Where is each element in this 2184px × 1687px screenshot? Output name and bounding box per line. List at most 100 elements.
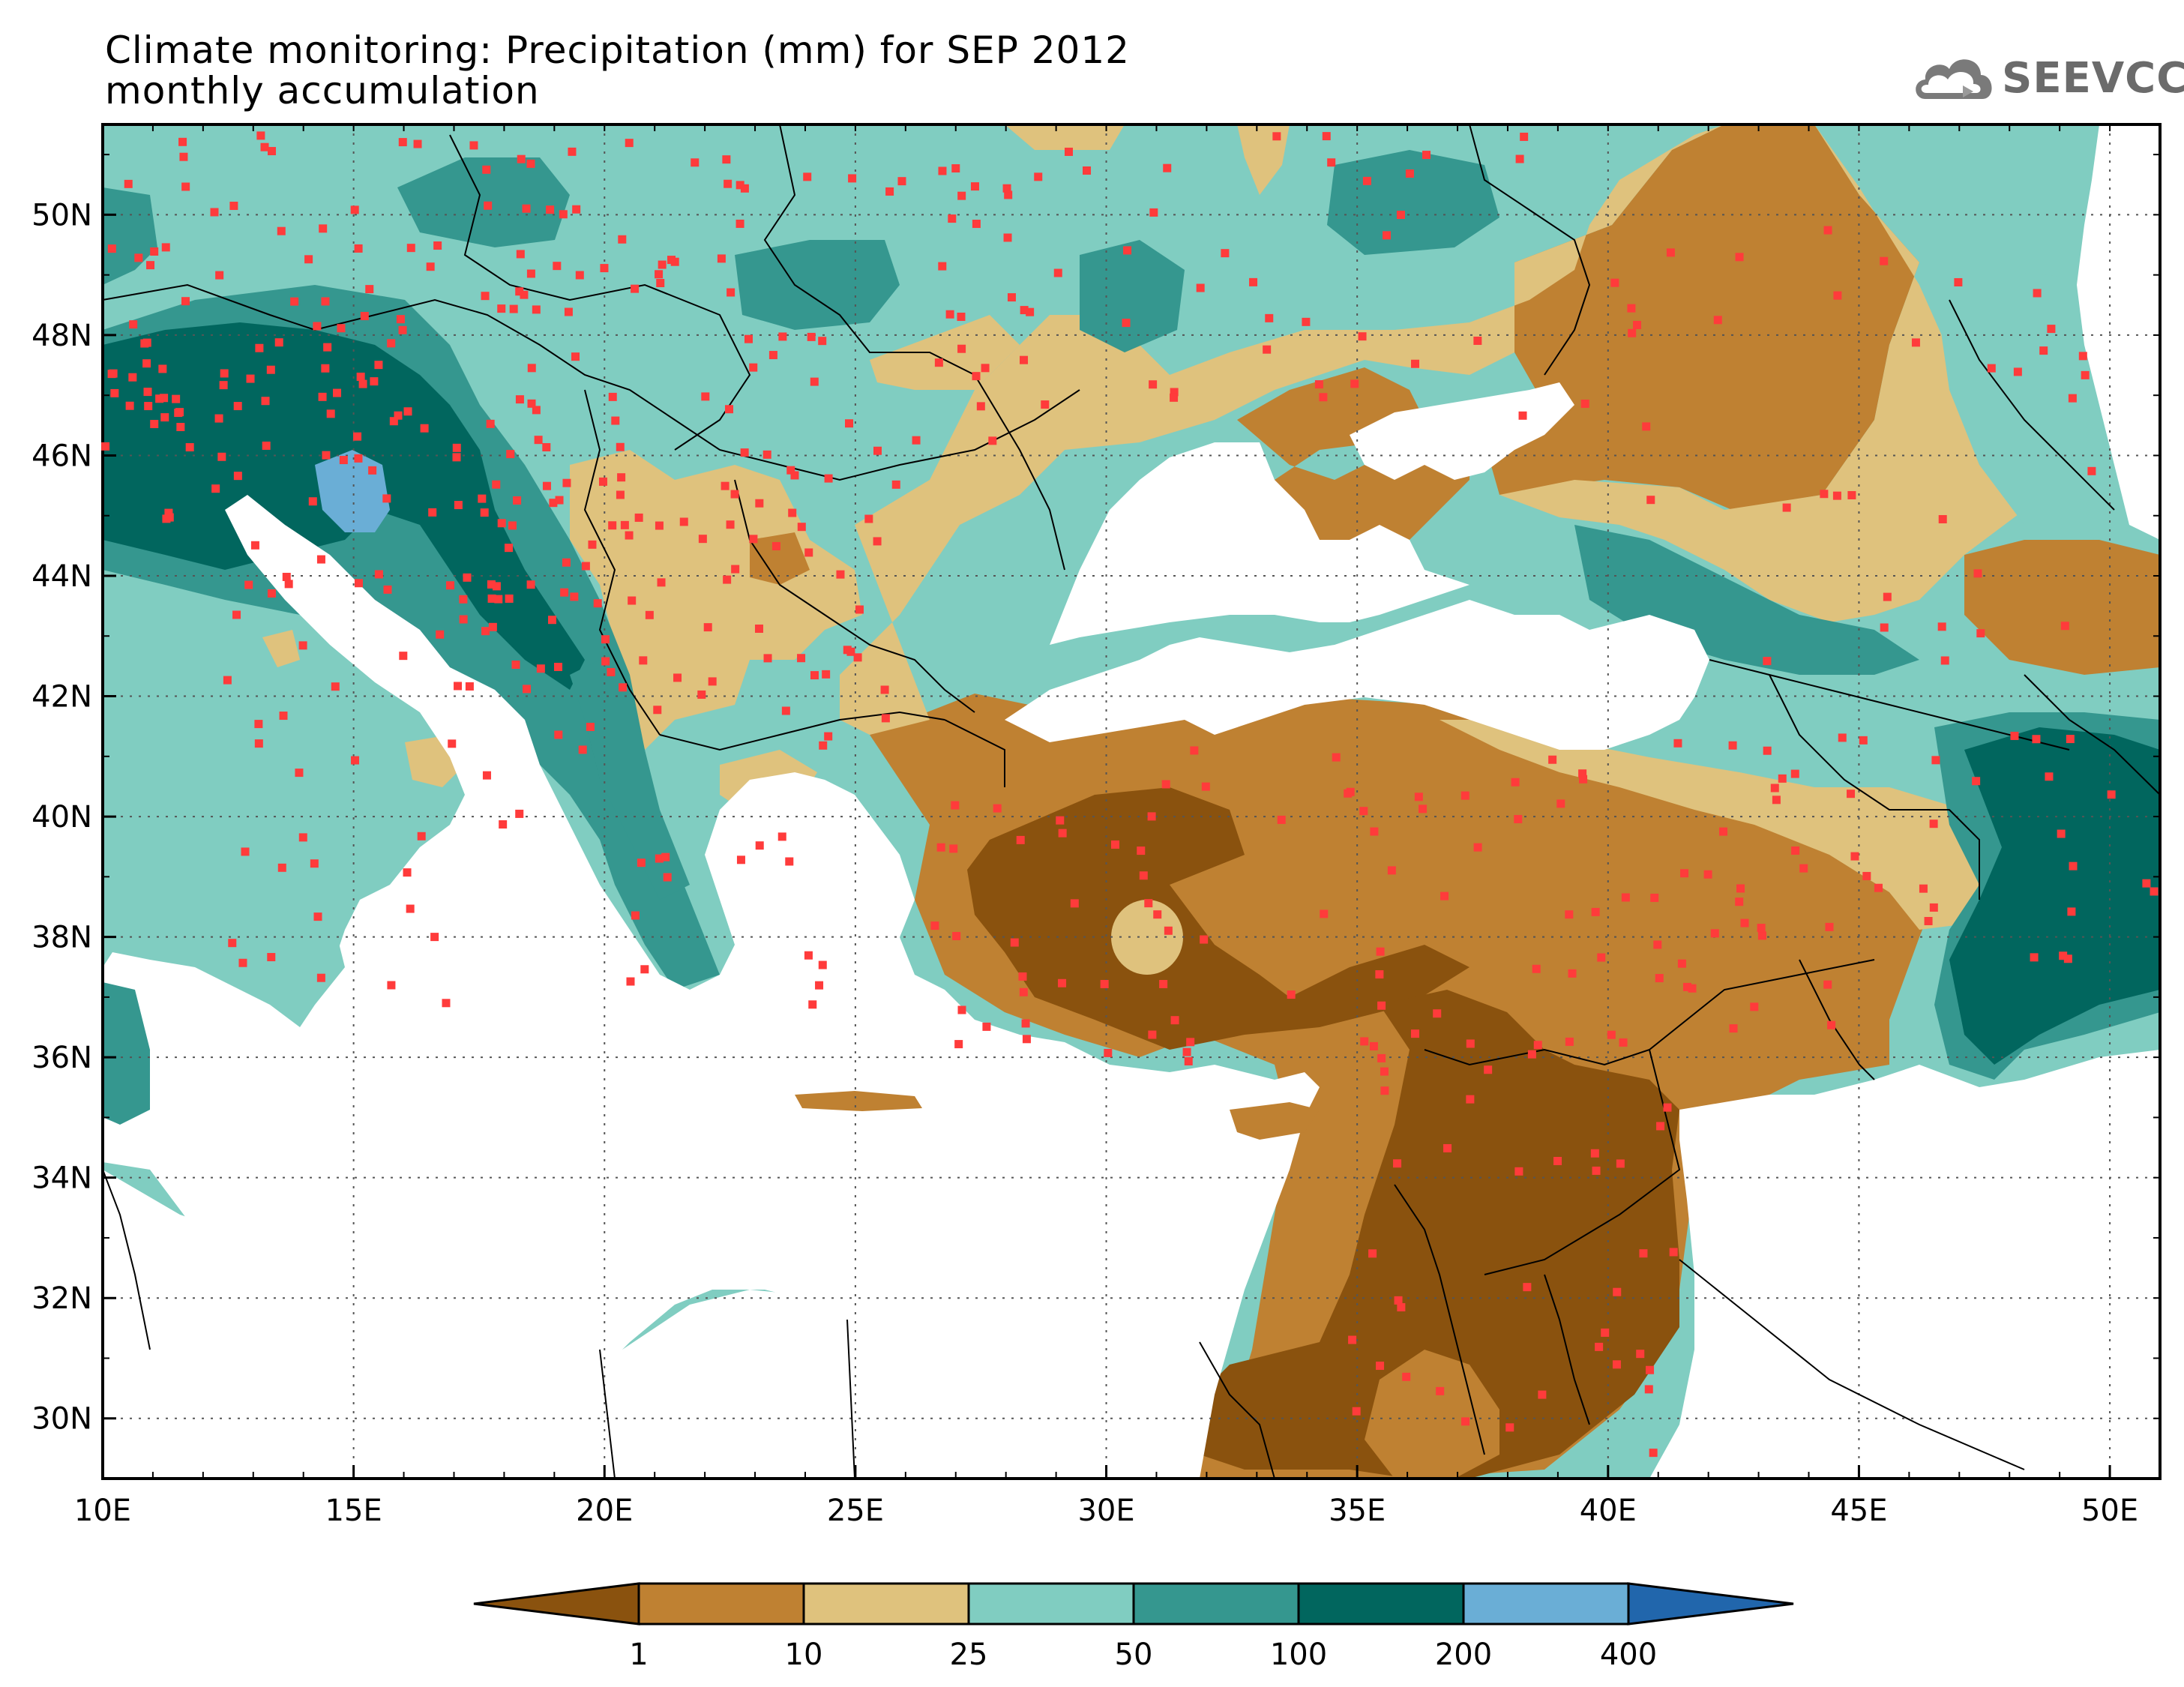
- station-marker: [164, 508, 173, 517]
- station-marker: [548, 616, 557, 625]
- station-marker: [824, 732, 833, 741]
- station-marker: [1616, 1159, 1625, 1168]
- station-marker: [246, 374, 255, 383]
- station-marker: [129, 320, 138, 329]
- station-marker: [326, 409, 335, 418]
- station-marker: [134, 253, 143, 262]
- station-marker: [2013, 367, 2022, 376]
- station-marker: [181, 297, 190, 306]
- station-marker: [655, 854, 664, 863]
- station-marker: [1688, 984, 1697, 993]
- station-marker: [318, 392, 327, 401]
- station-marker: [949, 844, 958, 853]
- station-marker: [1666, 248, 1675, 257]
- station-marker: [354, 579, 363, 588]
- station-marker: [298, 641, 307, 650]
- station-marker: [1827, 1020, 1836, 1029]
- station-marker: [403, 868, 412, 877]
- station-marker: [125, 401, 134, 410]
- station-marker: [653, 706, 662, 715]
- y-tick-label: 34N: [31, 1161, 92, 1196]
- station-marker: [559, 210, 568, 219]
- station-marker: [655, 521, 664, 530]
- station-marker: [1053, 268, 1062, 277]
- station-marker: [1352, 1407, 1361, 1416]
- station-marker: [661, 852, 670, 861]
- station-markers: [101, 131, 2159, 1458]
- station-marker: [1580, 399, 1589, 408]
- station-marker: [219, 381, 228, 390]
- station-marker: [1380, 1067, 1389, 1076]
- station-marker: [1122, 319, 1131, 328]
- colorbar-extend-low: [473, 1582, 640, 1626]
- station-marker: [755, 841, 764, 850]
- station-marker: [262, 441, 271, 450]
- station-marker: [708, 677, 717, 686]
- station-marker: [951, 164, 960, 173]
- station-marker: [1100, 979, 1109, 988]
- station-marker: [1263, 345, 1272, 354]
- station-marker: [260, 142, 269, 151]
- station-marker: [481, 627, 490, 636]
- station-marker: [1740, 918, 1749, 927]
- station-marker: [570, 592, 579, 601]
- plot-frame: [101, 123, 2162, 1480]
- station-marker: [1937, 622, 1946, 631]
- station-marker: [1020, 306, 1029, 315]
- station-marker: [465, 682, 474, 691]
- x-tick-label: 15E: [325, 1494, 382, 1528]
- x-tick-label: 35E: [1329, 1494, 1386, 1528]
- map-subtitle: monthly accumulation: [105, 69, 540, 112]
- station-marker: [413, 139, 422, 148]
- station-marker: [255, 343, 264, 352]
- station-marker: [101, 442, 110, 451]
- station-marker: [637, 858, 646, 867]
- station-marker: [1110, 840, 1119, 849]
- station-marker: [321, 364, 330, 373]
- station-marker: [663, 873, 672, 882]
- station-marker: [1041, 400, 1050, 409]
- station-marker: [1144, 899, 1153, 908]
- station-marker: [725, 405, 734, 414]
- station-marker: [492, 582, 501, 591]
- station-marker: [1460, 791, 1469, 800]
- station-marker: [1440, 891, 1449, 900]
- station-marker: [1682, 982, 1691, 991]
- station-marker: [740, 448, 749, 457]
- station-marker: [619, 683, 628, 692]
- seevccc-logo: SEEVCCC: [1910, 43, 2184, 111]
- station-marker: [2057, 829, 2066, 838]
- station-marker: [360, 312, 369, 321]
- station-marker: [723, 575, 732, 584]
- station-marker: [881, 714, 890, 723]
- station-marker: [790, 471, 799, 480]
- station-marker: [399, 652, 408, 661]
- station-marker: [625, 139, 634, 148]
- station-marker: [808, 1000, 817, 1009]
- station-marker: [554, 730, 563, 739]
- station-marker: [387, 981, 396, 990]
- station-marker: [822, 670, 831, 679]
- station-marker: [517, 154, 526, 163]
- station-marker: [215, 271, 224, 280]
- station-marker: [655, 270, 664, 279]
- station-marker: [165, 513, 174, 522]
- station-marker: [608, 521, 617, 530]
- station-marker: [628, 596, 637, 605]
- station-marker: [160, 413, 169, 422]
- station-marker: [578, 745, 587, 754]
- station-marker: [365, 285, 374, 294]
- station-marker: [1397, 1303, 1406, 1312]
- station-marker: [1799, 864, 1808, 873]
- station-marker: [634, 513, 643, 522]
- station-marker: [626, 977, 635, 986]
- station-marker: [1729, 1024, 1738, 1033]
- station-marker: [279, 712, 288, 721]
- station-marker: [2045, 772, 2054, 781]
- station-marker: [1621, 893, 1630, 902]
- station-marker: [1422, 151, 1431, 160]
- station-marker: [1520, 132, 1529, 141]
- station-marker: [1344, 789, 1353, 798]
- y-tick-label: 40N: [31, 800, 92, 835]
- station-marker: [1911, 338, 1920, 347]
